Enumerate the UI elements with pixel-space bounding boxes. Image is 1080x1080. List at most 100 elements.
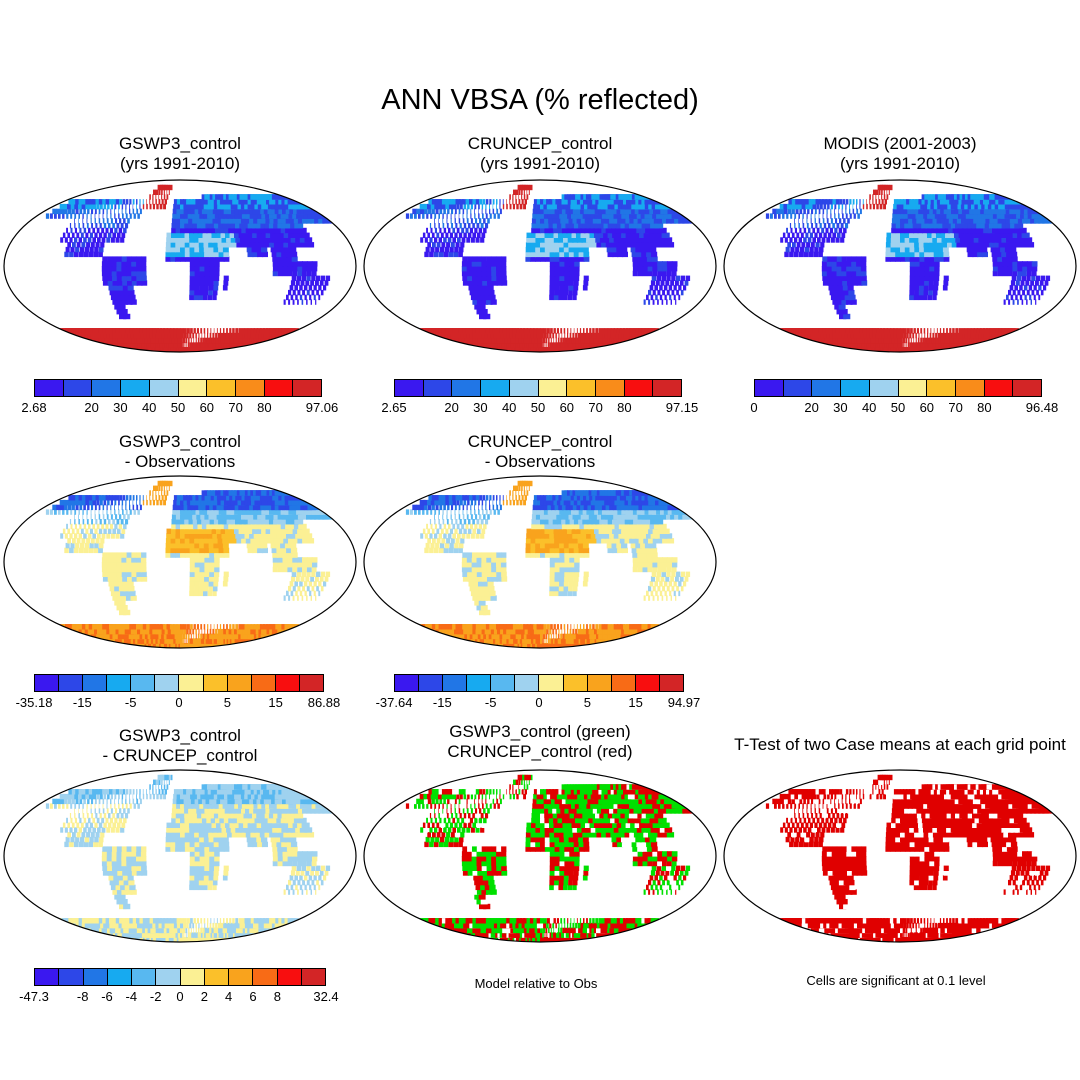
map-cell (924, 256, 930, 262)
map-cell (471, 266, 478, 272)
map-cell (409, 213, 413, 219)
map-cell (856, 203, 857, 210)
map-cell (592, 328, 595, 334)
map-cell (1026, 289, 1030, 296)
map-cell (676, 275, 681, 281)
map-cell (87, 504, 90, 511)
colorbar-tick-label: 40 (141, 400, 157, 415)
map-cell (249, 218, 257, 224)
map-cell (487, 285, 494, 291)
map-cell (839, 218, 842, 224)
map-cell (88, 523, 91, 530)
map-cell (175, 251, 181, 258)
map-cell (175, 533, 181, 539)
map-cell (118, 208, 119, 215)
map-cell (106, 514, 109, 520)
map-cell (292, 538, 300, 544)
map-cell (198, 294, 204, 301)
map-cell (616, 246, 623, 253)
map-cell (906, 203, 912, 210)
map-cell (451, 223, 453, 229)
map-cell (927, 232, 933, 238)
map-cell (141, 576, 148, 582)
map-cell (263, 237, 270, 243)
map-cell (123, 218, 126, 224)
map-cell (74, 203, 80, 210)
map-cell (116, 275, 123, 281)
map-cell (180, 256, 186, 262)
map-cell (558, 294, 564, 301)
map-cell (1031, 275, 1036, 281)
map-cell (192, 519, 199, 525)
map-cell (1033, 285, 1037, 291)
map-cell (832, 280, 839, 286)
map-cell (1031, 270, 1037, 277)
map-cell (106, 218, 109, 224)
map-cell (250, 227, 258, 234)
map-cell (78, 533, 82, 539)
map-cell (459, 223, 462, 229)
map-cell (862, 199, 864, 205)
map-cell (990, 232, 998, 238)
map-cell (180, 552, 186, 558)
map-cell (70, 227, 73, 234)
map-cell (979, 242, 987, 248)
map-cell (642, 261, 649, 267)
map-cell (204, 337, 208, 344)
map-cell (912, 199, 918, 205)
map-cell (194, 581, 200, 587)
map-cell (180, 514, 185, 520)
map-cell (208, 538, 214, 544)
map-cell (572, 332, 575, 339)
map-cell (925, 223, 932, 229)
map-cell (536, 208, 541, 215)
map-cell (175, 242, 181, 248)
map-cell (294, 223, 304, 229)
colorbar-tick-label: 30 (833, 400, 848, 415)
map-cell (445, 203, 450, 210)
map-cell (201, 227, 208, 234)
map-cell (808, 251, 814, 258)
map-cell (821, 270, 828, 277)
map-cell (921, 199, 928, 205)
map-cell (568, 246, 575, 253)
map-cell (260, 519, 269, 525)
map-cell (932, 208, 940, 215)
map-cell (473, 285, 480, 291)
map-cell (87, 533, 92, 539)
map-cell (859, 208, 862, 215)
map-cell (923, 285, 929, 291)
map-cell (180, 638, 183, 644)
map-cell (1017, 232, 1025, 238)
map-cell (196, 499, 203, 506)
map-cell (250, 624, 255, 630)
map-cell (267, 227, 276, 234)
map-cell (906, 199, 911, 205)
map-cell (170, 542, 176, 549)
map-cell (560, 218, 566, 224)
map-cell (203, 581, 209, 587)
map-cell (184, 528, 190, 534)
map-cell (107, 232, 112, 238)
map-cell (582, 223, 589, 229)
map-cell (114, 585, 121, 592)
map-cell (938, 256, 945, 262)
map-cell (632, 261, 639, 267)
map-cell (972, 232, 979, 238)
map-cell (67, 208, 72, 215)
map-cell (258, 533, 266, 539)
map-cell (891, 227, 897, 234)
map-cell (595, 328, 599, 334)
map-cell (220, 628, 224, 635)
map-cell (927, 332, 929, 339)
map-cell (491, 266, 497, 272)
map-cell (98, 218, 101, 224)
map-cell (549, 285, 555, 291)
map-cell (170, 552, 176, 558)
map-cell (845, 203, 847, 210)
map-cell (564, 280, 570, 286)
map-cell (116, 299, 124, 305)
map-cell (191, 638, 194, 644)
map-cell (1045, 275, 1051, 281)
map-cell (639, 232, 647, 238)
